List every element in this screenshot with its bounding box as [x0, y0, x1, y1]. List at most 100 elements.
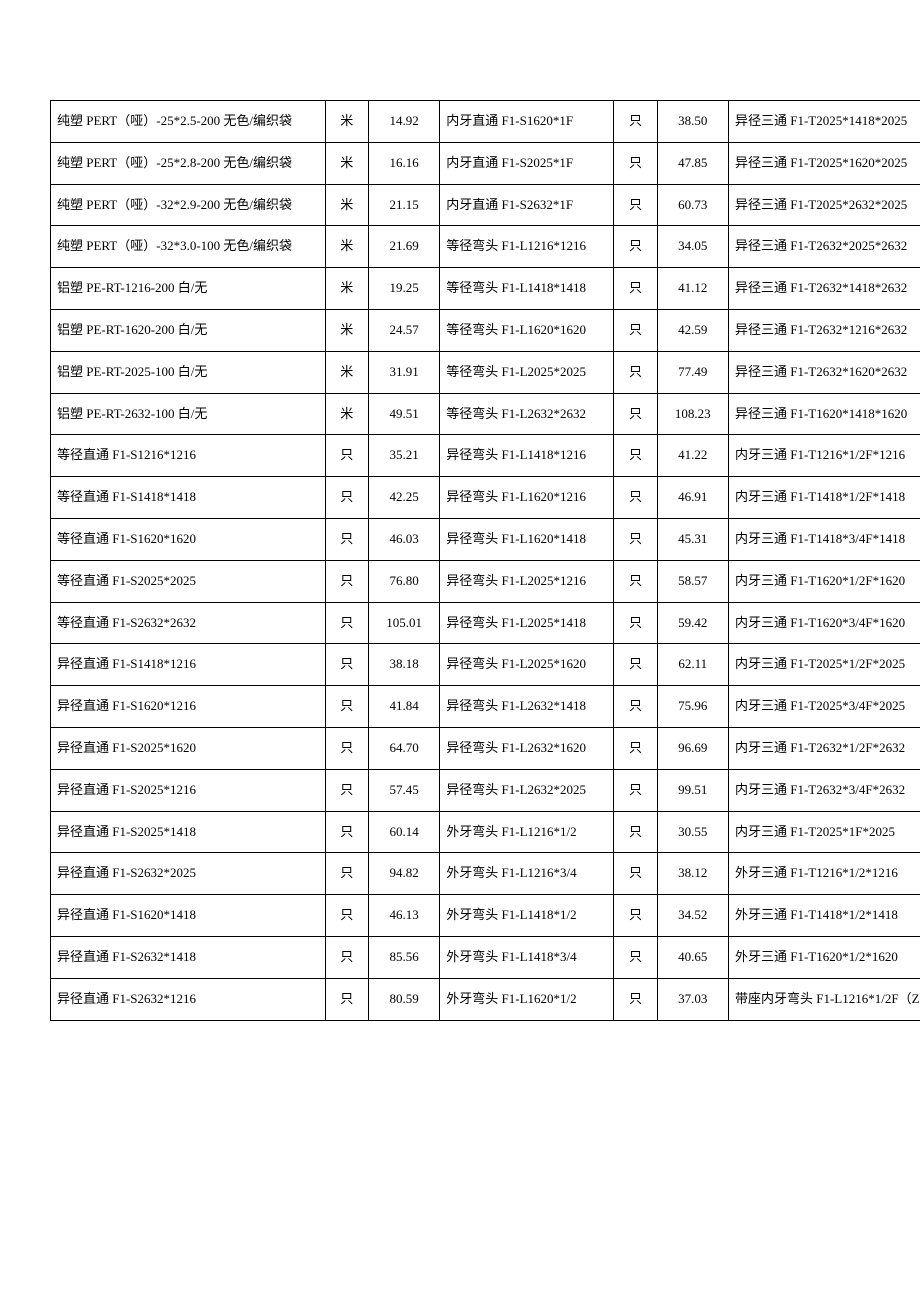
- table-row: 等径直通 F1-S1418*1418 只 42.25异径弯头 F1-L1620*12…: [51, 477, 920, 519]
- price-table: 纯塑 PERT（哑）-25*2.5-200 无色/编织袋米 14.92内牙直通 F…: [50, 100, 920, 1021]
- cell-name-1: 等径直通 F1-S1418*1418: [51, 477, 326, 519]
- cell-name-1: 纯塑 PERT（哑）-25*2.8-200 无色/编织袋: [51, 142, 326, 184]
- cell-name-1: 等径直通 F1-S1216*1216: [51, 435, 326, 477]
- cell-unit-1: 米: [325, 393, 368, 435]
- cell-unit-2: 只: [614, 393, 657, 435]
- cell-name-1: 纯塑 PERT（哑）-32*3.0-100 无色/编织袋: [51, 226, 326, 268]
- cell-unit-2: 只: [614, 811, 657, 853]
- cell-price-2: 99.51: [657, 769, 728, 811]
- cell-name-1: 铝塑 PE-RT-2025-100 白/无: [51, 351, 326, 393]
- cell-unit-2: 只: [614, 560, 657, 602]
- cell-price-2: 46.91: [657, 477, 728, 519]
- table-row: 异径直通 F1-S1418*1216只38.18异径弯头 F1-L2025*16…: [51, 644, 920, 686]
- table-row: 等径直通 F1-S2025*2025只76.80异径弯头 F1-L2025*12…: [51, 560, 920, 602]
- cell-name-2: 异径弯头 F1-L2632*2025: [440, 769, 614, 811]
- cell-name-1: 纯塑 PERT（哑）-25*2.5-200 无色/编织袋: [51, 101, 326, 143]
- cell-unit-2: 只: [614, 351, 657, 393]
- cell-unit-2: 只: [614, 769, 657, 811]
- cell-unit-2: 只: [614, 853, 657, 895]
- cell-name-2: 异径弯头 F1-L1620*1216: [440, 477, 614, 519]
- cell-unit-1: 只: [325, 811, 368, 853]
- cell-unit-2: 只: [614, 142, 657, 184]
- cell-price-2: 75.96: [657, 686, 728, 728]
- cell-name-3: 异径三通 F1-T1620*1418*1620: [729, 393, 920, 435]
- cell-price-1: 57.45: [368, 769, 439, 811]
- cell-price-2: 41.12: [657, 268, 728, 310]
- cell-price-1: 35.21: [368, 435, 439, 477]
- cell-name-1: 异径直通 F1-S2025*1418: [51, 811, 326, 853]
- cell-unit-2: 只: [614, 644, 657, 686]
- cell-price-2: 42.59: [657, 309, 728, 351]
- table-row: 等径直通 F1-S1216*1216只35.21异径弯头 F1-L1418*12…: [51, 435, 920, 477]
- cell-price-2: 38.12: [657, 853, 728, 895]
- cell-price-1: 85.56: [368, 936, 439, 978]
- table-row: 异径直通 F1-S2025*1418只60.14外牙弯头 F1-L1216*1/…: [51, 811, 920, 853]
- cell-name-1: 等径直通 F1-S2632*2632: [51, 602, 326, 644]
- cell-unit-2: 只: [614, 978, 657, 1020]
- cell-name-1: 异径直通 F1-S2632*2025: [51, 853, 326, 895]
- cell-price-2: 41.22: [657, 435, 728, 477]
- cell-unit-1: 只: [325, 435, 368, 477]
- cell-name-3: 内牙三通 F1-T1620*3/4F*1620: [729, 602, 920, 644]
- cell-unit-2: 只: [614, 518, 657, 560]
- cell-price-1: 24.57: [368, 309, 439, 351]
- cell-name-3: 内牙三通 F1-T2632*3/4F*2632: [729, 769, 920, 811]
- cell-name-3: 内牙三通 F1-T1418*3/4F*1418: [729, 518, 920, 560]
- cell-price-1: 80.59: [368, 978, 439, 1020]
- cell-price-1: 46.03: [368, 518, 439, 560]
- cell-name-2: 外牙弯头 F1-L1216*3/4: [440, 853, 614, 895]
- cell-name-3: 外牙三通 F1-T1216*1/2*1216: [729, 853, 920, 895]
- cell-price-2: 30.55: [657, 811, 728, 853]
- cell-price-1: 16.16: [368, 142, 439, 184]
- cell-price-2: 45.31: [657, 518, 728, 560]
- cell-name-1: 异径直通 F1-S2025*1620: [51, 727, 326, 769]
- cell-name-1: 异径直通 F1-S2025*1216: [51, 769, 326, 811]
- cell-price-1: 76.80: [368, 560, 439, 602]
- cell-name-3: 异径三通 F1-T2632*1216*2632: [729, 309, 920, 351]
- cell-name-2: 内牙直通 F1-S1620*1F: [440, 101, 614, 143]
- cell-price-1: 19.25: [368, 268, 439, 310]
- cell-name-3: 内牙三通 F1-T2632*1/2F*2632: [729, 727, 920, 769]
- cell-price-2: 40.65: [657, 936, 728, 978]
- cell-name-2: 异径弯头 F1-L2025*1216: [440, 560, 614, 602]
- cell-price-2: 37.03: [657, 978, 728, 1020]
- table-row: 纯塑 PERT（哑）-25*2.8-200 无色/编织袋米16.16内牙直通 F…: [51, 142, 920, 184]
- cell-unit-2: 只: [614, 435, 657, 477]
- cell-unit-2: 只: [614, 101, 657, 143]
- table-row: 异径直通 F1-S2025*1620只64.70异径弯头 F1-L2632*16…: [51, 727, 920, 769]
- cell-price-2: 34.05: [657, 226, 728, 268]
- cell-unit-2: 只: [614, 268, 657, 310]
- cell-unit-2: 只: [614, 477, 657, 519]
- cell-unit-1: 只: [325, 727, 368, 769]
- cell-name-2: 异径弯头 F1-L2632*1620: [440, 727, 614, 769]
- table-row: 铝塑 PE-RT-1620-200 白/无米24.57等径弯头 F1-L1620…: [51, 309, 920, 351]
- cell-unit-1: 只: [325, 978, 368, 1020]
- cell-unit-1: 米: [325, 268, 368, 310]
- cell-name-3: 异径三通 F1-T2025*1418*2025: [729, 101, 920, 143]
- cell-name-3: 异径三通 F1-T2632*2025*2632: [729, 226, 920, 268]
- cell-name-3: 内牙三通 F1-T1418*1/2F*1418: [729, 477, 920, 519]
- cell-name-3: 外牙三通 F1-T1620*1/2*1620: [729, 936, 920, 978]
- table-row: 纯塑 PERT（哑）-32*3.0-100 无色/编织袋米21.69等径弯头 F…: [51, 226, 920, 268]
- table-row: 等径直通 F1-S2632*2632只105.01异径弯头 F1-L2025*1…: [51, 602, 920, 644]
- table-row: 异径直通 F1-S1620*1418只46.13外牙弯头 F1-L1418*1/…: [51, 895, 920, 937]
- cell-name-1: 纯塑 PERT（哑）-32*2.9-200 无色/编织袋: [51, 184, 326, 226]
- cell-name-3: 外牙三通 F1-T1418*1/2*1418: [729, 895, 920, 937]
- cell-unit-2: 只: [614, 184, 657, 226]
- cell-price-1: 14.92: [368, 101, 439, 143]
- cell-unit-1: 只: [325, 769, 368, 811]
- cell-name-3: 异径三通 F1-T2025*2632*2025: [729, 184, 920, 226]
- cell-price-1: 42.25: [368, 477, 439, 519]
- cell-name-1: 铝塑 PE-RT-2632-100 白/无: [51, 393, 326, 435]
- cell-name-1: 异径直通 F1-S1418*1216: [51, 644, 326, 686]
- cell-unit-1: 米: [325, 226, 368, 268]
- table-row: 异径直通 F1-S1620*1216只41.84异径弯头 F1-L2632*14…: [51, 686, 920, 728]
- cell-name-1: 异径直通 F1-S1620*1418: [51, 895, 326, 937]
- cell-name-2: 等径弯头 F1-L1216*1216: [440, 226, 614, 268]
- cell-unit-2: 只: [614, 309, 657, 351]
- cell-price-1: 94.82: [368, 853, 439, 895]
- cell-price-2: 58.57: [657, 560, 728, 602]
- cell-name-2: 异径弯头 F1-L1418*1216: [440, 435, 614, 477]
- cell-unit-1: 只: [325, 936, 368, 978]
- cell-name-2: 等径弯头 F1-L2632*2632: [440, 393, 614, 435]
